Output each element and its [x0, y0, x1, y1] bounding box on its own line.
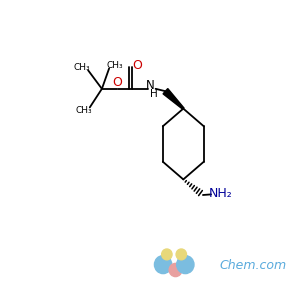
- Text: NH₂: NH₂: [208, 187, 232, 200]
- Text: H: H: [150, 89, 158, 99]
- Circle shape: [154, 256, 172, 274]
- Text: CH₃: CH₃: [106, 61, 123, 70]
- Circle shape: [176, 249, 187, 260]
- Text: Chem.com: Chem.com: [219, 259, 286, 272]
- Circle shape: [169, 263, 182, 277]
- Text: CH₃: CH₃: [76, 106, 92, 115]
- Polygon shape: [163, 88, 184, 109]
- Text: O: O: [112, 76, 122, 89]
- Circle shape: [177, 256, 194, 274]
- Text: O: O: [132, 59, 142, 72]
- Circle shape: [162, 249, 172, 260]
- Text: N: N: [146, 79, 154, 92]
- Text: CH₃: CH₃: [74, 63, 91, 72]
